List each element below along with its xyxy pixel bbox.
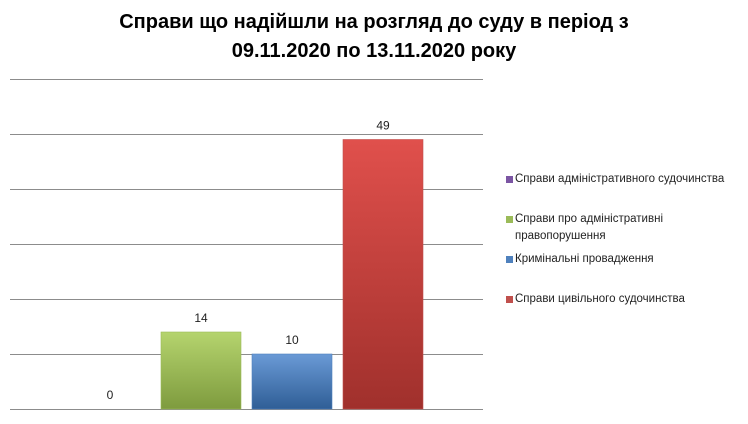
legend-label: Справи про адміністративні правопорушенн… xyxy=(515,213,664,242)
legend-swatch xyxy=(506,176,513,183)
bar-3 xyxy=(251,353,333,410)
bars xyxy=(160,139,424,410)
legend-swatch xyxy=(506,256,513,263)
legend-item-1: Справи адміністративного судочинства xyxy=(506,171,746,188)
bar-4 xyxy=(342,139,424,410)
legend-swatch xyxy=(506,296,513,303)
legend-item-4: Справи цивільного судочинства xyxy=(506,291,746,308)
chart-title-line-1: Справи що надійшли на розгляд до суду в … xyxy=(119,11,629,33)
data-label-2: 14 xyxy=(194,311,208,325)
data-labels: 0 14 10 49 xyxy=(107,119,390,403)
data-label-1: 0 xyxy=(107,388,114,402)
bar-2 xyxy=(160,331,242,410)
legend-label: Кримінальні провадження xyxy=(515,253,654,265)
legend-item-2: Справи про адміністративні правопорушенн… xyxy=(506,211,746,245)
data-label-3: 10 xyxy=(285,333,299,347)
data-label-4: 49 xyxy=(376,119,390,133)
legend-label: Справи цивільного судочинства xyxy=(515,293,685,305)
chart-title: Справи що надійшли на розгляд до суду в … xyxy=(0,8,748,66)
legend-label: Справи адміністративного судочинства xyxy=(515,173,725,185)
legend-item-3: Кримінальні провадження xyxy=(506,251,746,268)
chart-title-line-2: 09.11.2020 по 13.11.2020 року xyxy=(231,40,517,62)
legend-swatch xyxy=(506,216,513,223)
